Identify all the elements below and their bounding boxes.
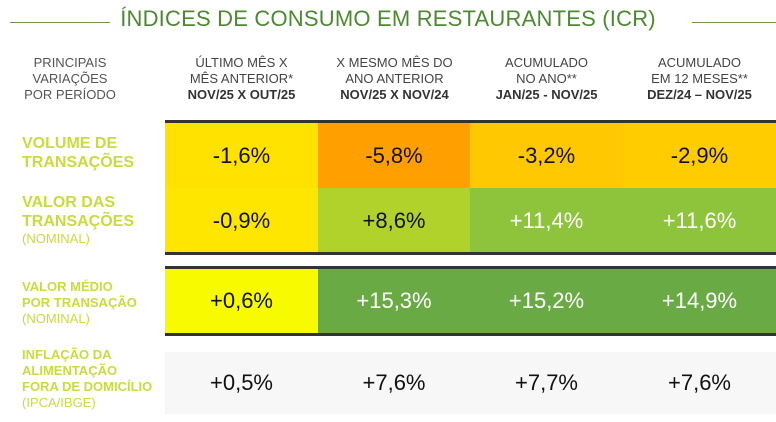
- title-divider-right: [692, 22, 776, 23]
- value-cell: -1,6%: [165, 123, 318, 188]
- table-border-top: [165, 120, 776, 123]
- value-cell: +11,4%: [470, 188, 623, 253]
- column-header-line: X MESMO MÊS DO: [336, 55, 453, 70]
- table-border: [165, 266, 776, 269]
- table-border: [165, 333, 776, 336]
- value-cell: -2,9%: [623, 123, 776, 188]
- row-header-line: VARIAÇÕES: [32, 71, 108, 86]
- column-header-line: NOV/25 X OUT/25: [187, 87, 296, 102]
- column-header: ACUMULADO NO ANO** JAN/25 - NOV/25: [470, 55, 623, 103]
- value-cell: -5,8%: [318, 123, 470, 188]
- column-header-line: ANO ANTERIOR: [345, 71, 444, 86]
- row-label-valor-medio: VALOR MÉDIO POR TRANSAÇÃO (NOMINAL): [22, 279, 137, 326]
- table-border: [165, 252, 776, 255]
- column-header-line: MÊS ANTERIOR*: [189, 71, 294, 86]
- row-header-line: PRINCIPAIS: [33, 55, 107, 70]
- column-header: X MESMO MÊS DO ANO ANTERIOR NOV/25 X NOV/2…: [318, 55, 471, 103]
- column-header-line: ACUMULADO: [657, 55, 742, 70]
- value-cell: +7,7%: [470, 352, 623, 414]
- row-label-inflacao: INFLAÇÃO DA ALIMENTAÇÃO FORA DE DOMICÍLIO(…: [22, 347, 153, 410]
- column-header-line: DEZ/24 – NOV/25: [647, 87, 752, 102]
- value-cell: +14,9%: [623, 269, 776, 333]
- title-divider-left: [10, 22, 125, 23]
- row-label-volume: VOLUME DE TRANSAÇÕES: [22, 135, 135, 171]
- value-cell: +15,3%: [318, 269, 470, 333]
- value-cell: +11,6%: [623, 188, 776, 253]
- page-title: ÍNDICES DE CONSUMO EM RESTAURANTES (ICR): [110, 6, 666, 32]
- column-header-line: JAN/25 - NOV/25: [495, 87, 598, 102]
- column-header: ÚLTIMO MÊS X MÊS ANTERIOR* NOV/25 X OUT/25: [165, 55, 318, 103]
- row-label-valor: VALOR DAS TRANSAÇÕES (NOMINAL): [22, 194, 135, 246]
- value-cell: +0,5%: [165, 352, 318, 414]
- column-header-line: ÚLTIMO MÊS X: [195, 55, 288, 70]
- column-header-line: ACUMULADO: [504, 55, 589, 70]
- title-row: ÍNDICES DE CONSUMO EM RESTAURANTES (ICR): [0, 4, 776, 34]
- column-header-line: NOV/25 X NOV/24: [340, 87, 449, 102]
- value-cell: +8,6%: [318, 188, 470, 253]
- value-cell: +15,2%: [470, 269, 623, 333]
- row-header: PRINCIPAIS VARIAÇÕES POR PERÍODO: [0, 55, 140, 103]
- row-header-line: POR PERÍODO: [24, 87, 116, 102]
- value-cell: +7,6%: [623, 352, 776, 414]
- column-header-line: EM 12 MESES**: [651, 71, 748, 86]
- value-cell: +7,6%: [318, 352, 470, 414]
- value-cell: -0,9%: [165, 188, 318, 253]
- value-cell: -3,2%: [470, 123, 623, 188]
- column-header-line: NO ANO**: [516, 71, 577, 86]
- column-header: ACUMULADO EM 12 MESES** DEZ/24 – NOV/25: [623, 55, 776, 103]
- value-cell: +0,6%: [165, 269, 318, 333]
